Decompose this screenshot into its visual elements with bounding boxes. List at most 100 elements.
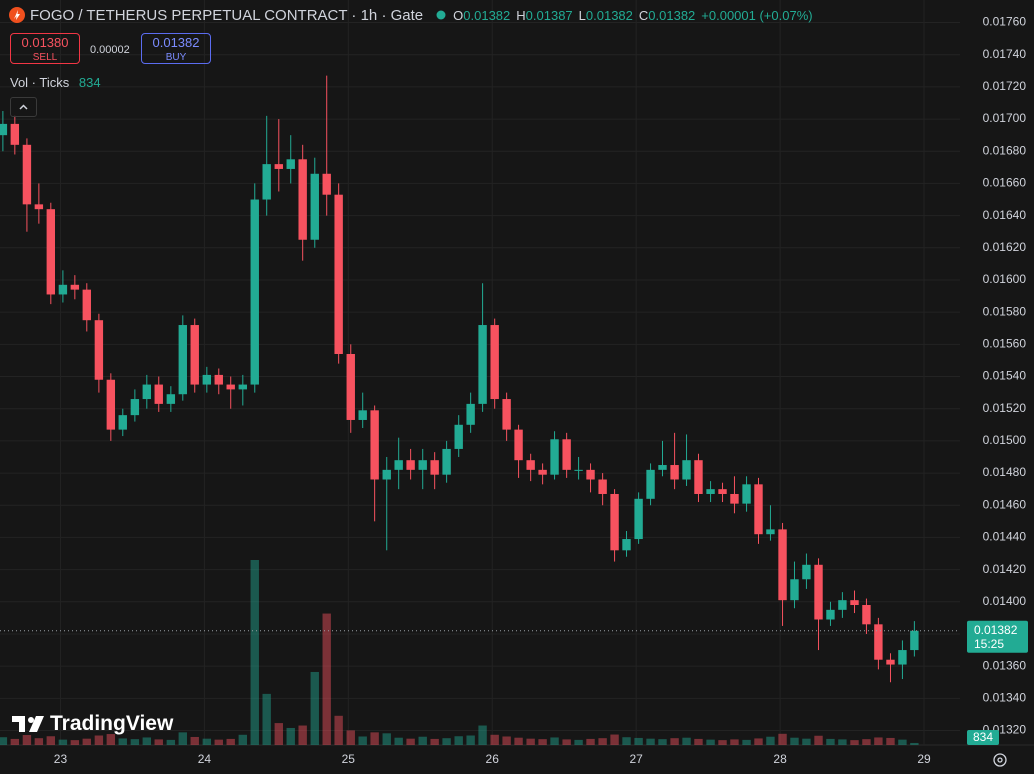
x-tick-label: 26 xyxy=(486,752,500,766)
volume-bar xyxy=(730,739,739,745)
candle-body xyxy=(442,448,451,475)
candle-body xyxy=(418,460,427,470)
settings-icon xyxy=(993,753,1007,767)
volume-bar xyxy=(862,739,871,745)
candle-body xyxy=(94,320,104,380)
candle-body xyxy=(754,484,763,535)
candle-body xyxy=(898,650,907,665)
volume-bar xyxy=(706,739,715,745)
x-tick-label: 24 xyxy=(198,752,212,766)
y-tick-label: 0.01420 xyxy=(983,562,1027,576)
candle-body xyxy=(118,415,127,430)
volume-bar xyxy=(850,740,859,745)
candle-body xyxy=(802,564,811,580)
volume-badge-label: 834 xyxy=(973,730,993,744)
volume-bar xyxy=(310,671,319,745)
candle-body xyxy=(586,469,595,480)
candle-body xyxy=(0,123,8,136)
candle-body xyxy=(862,605,871,625)
volume-bar xyxy=(766,736,775,745)
candle-body xyxy=(538,469,547,475)
volume-bar xyxy=(58,739,68,745)
volume-bar xyxy=(442,738,451,745)
candle-body xyxy=(322,173,331,195)
volume-bar xyxy=(454,736,463,745)
candle-body xyxy=(310,173,319,240)
volume-bar xyxy=(466,735,475,745)
candle-body xyxy=(178,325,187,395)
buy-price: 0.01382 xyxy=(152,35,200,50)
candle-body xyxy=(190,325,199,385)
x-tick-label: 29 xyxy=(917,752,931,766)
candle-body xyxy=(106,379,116,430)
volume-bar xyxy=(154,739,163,745)
branding: TradingView xyxy=(12,712,173,736)
collapse-button[interactable] xyxy=(10,97,37,117)
candle-body xyxy=(22,144,32,205)
volume-bar xyxy=(574,739,583,745)
y-tick-label: 0.01540 xyxy=(983,369,1027,383)
candle-body xyxy=(226,384,235,390)
volume-bar xyxy=(562,739,571,745)
volume-bar xyxy=(214,739,223,745)
price-change: +0.00001 (+0.07%) xyxy=(701,7,813,23)
volume-bar xyxy=(406,738,415,745)
buy-button[interactable]: 0.01382 BUY xyxy=(141,33,211,64)
volume-bar xyxy=(226,738,235,745)
y-tick-label: 0.01720 xyxy=(983,79,1027,93)
chevron-icon xyxy=(19,104,28,110)
y-tick-label: 0.01620 xyxy=(983,240,1027,254)
candle-body xyxy=(454,424,463,449)
volume-bar xyxy=(34,738,44,745)
x-tick-label: 28 xyxy=(773,752,787,766)
volume-bar xyxy=(526,738,535,745)
volume-bar xyxy=(418,736,427,745)
y-tick-label: 0.01400 xyxy=(983,594,1027,608)
volume-bar xyxy=(238,734,248,745)
candle-body xyxy=(298,159,307,240)
volume-bar xyxy=(802,738,811,745)
candle-body xyxy=(202,374,212,385)
candle-body xyxy=(478,325,487,404)
countdown-label: 15:25 xyxy=(974,637,1004,651)
sell-button[interactable]: 0.01380 SELL xyxy=(10,33,80,64)
candle-body xyxy=(598,479,607,494)
symbol-title: FOGO / TETHERUS PERPETUAL CONTRACT · 1h … xyxy=(30,6,424,24)
candle-body xyxy=(874,624,883,660)
y-tick-label: 0.01440 xyxy=(983,530,1027,544)
y-tick-label: 0.01560 xyxy=(983,337,1027,351)
volume-bar xyxy=(262,693,271,745)
ohlc-value: 0.01382 xyxy=(585,7,633,23)
candle-body xyxy=(82,289,91,321)
volume-legend: Vol · Ticks 834 xyxy=(10,75,101,90)
volume-bar xyxy=(658,739,667,745)
candle-body xyxy=(562,439,571,470)
y-tick-label: 0.01460 xyxy=(983,497,1027,511)
candle-body xyxy=(886,659,895,665)
y-tick-label: 0.01340 xyxy=(983,691,1027,705)
volume-bar xyxy=(754,738,763,745)
candle-body xyxy=(622,539,631,551)
volume-bar xyxy=(874,737,883,745)
candle-body xyxy=(670,465,679,480)
indicator-label: Vol · Ticks xyxy=(10,75,70,90)
candle-body xyxy=(526,460,535,470)
candle-body xyxy=(214,374,223,385)
candle-body xyxy=(382,469,391,480)
volume-bar xyxy=(382,733,391,745)
candle-body xyxy=(490,325,499,400)
candle-body xyxy=(550,439,559,475)
volume-bar xyxy=(886,737,895,745)
volume-bar xyxy=(718,740,727,745)
y-tick-label: 0.01600 xyxy=(983,272,1027,286)
volume-bar xyxy=(598,738,607,745)
symbol-header: FOGO / TETHERUS PERPETUAL CONTRACT · 1h … xyxy=(8,6,813,24)
candle-body xyxy=(658,465,667,470)
candle-body xyxy=(34,204,44,210)
volume-bar xyxy=(46,736,56,745)
volume-bar xyxy=(82,738,91,745)
x-tick-label: 27 xyxy=(629,752,643,766)
volume-bar xyxy=(478,725,487,745)
